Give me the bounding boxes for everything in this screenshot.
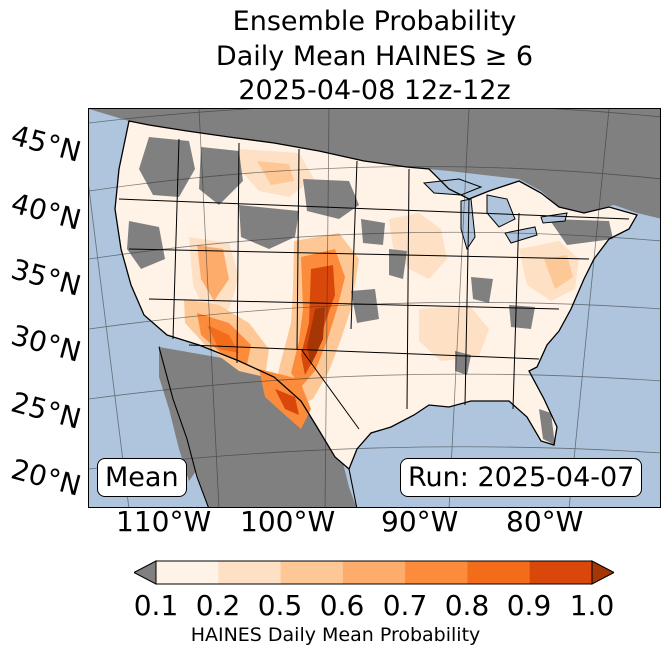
title-line-2: Daily Mean HAINES ≥ 6 — [215, 41, 534, 72]
canada-land — [89, 109, 660, 219]
lat-label-25: 25°N — [7, 385, 85, 436]
colorbar-under-arrow — [134, 560, 157, 585]
colorbar-segment-6 — [529, 561, 593, 584]
colorbar-segment-1 — [218, 561, 282, 584]
colorbar-tick-0: 0.1 — [133, 589, 179, 622]
probability-fields — [184, 149, 579, 429]
title-line-1: Ensemble Probability — [232, 6, 517, 37]
great-lakes — [422, 178, 568, 251]
mean-label-box: Mean — [97, 458, 187, 497]
colorbar-segment-5 — [467, 561, 531, 584]
mexico-land — [159, 347, 357, 507]
lat-label-20: 20°N — [7, 452, 85, 503]
lat-label-45: 45°N — [7, 118, 85, 169]
colorbar-tick-7: 1.0 — [569, 589, 615, 622]
conus-outline — [114, 120, 638, 471]
colorbar-over-arrow — [591, 560, 614, 585]
probability-map — [88, 108, 661, 508]
colorbar-segment-0 — [156, 561, 219, 584]
state-borders — [118, 138, 630, 430]
colorbar-segments — [156, 561, 593, 584]
colorbar-label: HAINES Daily Mean Probability — [190, 624, 481, 646]
lon-label-80w: 80°W — [506, 505, 584, 538]
colorbar-tick-3: 0.6 — [319, 589, 365, 622]
lon-label-110w: 110°W — [116, 505, 212, 538]
colorbar-tick-6: 0.9 — [506, 589, 552, 622]
run-date-box: Run: 2025-04-07 — [400, 458, 643, 497]
colorbar-tick-5: 0.8 — [444, 589, 490, 622]
lon-label-100w: 100°W — [240, 505, 336, 538]
colorbar-segment-4 — [405, 561, 468, 584]
lat-label-40: 40°N — [7, 186, 85, 237]
lat-label-35: 35°N — [7, 252, 85, 303]
colorbar-tick-1: 0.2 — [195, 589, 241, 622]
colorbar-tick-2: 0.5 — [257, 589, 303, 622]
colorbar-segment-2 — [280, 561, 344, 584]
mexico-outline — [158, 346, 358, 507]
lon-label-90w: 90°W — [381, 505, 459, 538]
colorbar — [134, 560, 614, 585]
colorbar-segment-3 — [342, 561, 406, 584]
colorbar-frame — [155, 560, 593, 585]
title-line-3: 2025-04-08 12z-12z — [238, 75, 511, 106]
lat-label-30: 30°N — [7, 318, 85, 369]
colorbar-tick-4: 0.7 — [382, 589, 428, 622]
